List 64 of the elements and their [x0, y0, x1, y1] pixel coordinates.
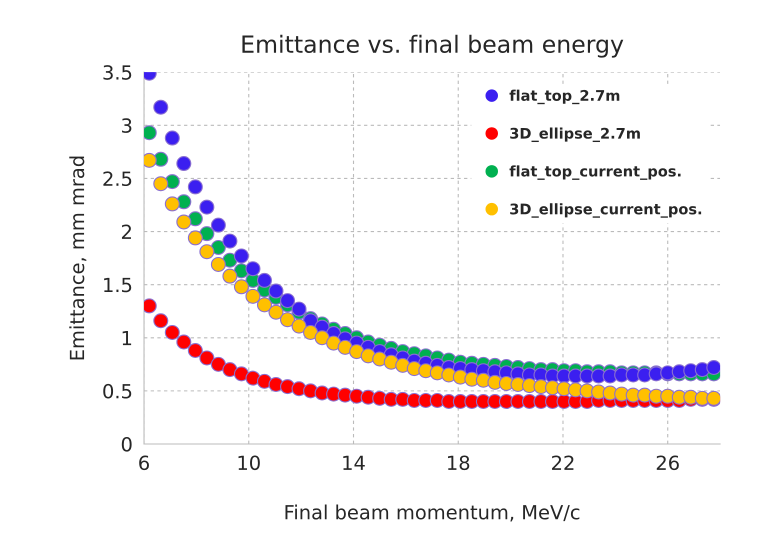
- point: [268, 284, 284, 299]
- point: [303, 324, 318, 340]
- point: [153, 100, 168, 115]
- point: [245, 288, 260, 304]
- point: [234, 248, 249, 264]
- point: [256, 272, 272, 288]
- y-tick-label: 0.5: [103, 384, 132, 399]
- point: [280, 312, 296, 328]
- point: [338, 340, 353, 355]
- point: [199, 244, 214, 260]
- point: [176, 334, 192, 350]
- point: [256, 297, 272, 312]
- legend-label: 3D_ellipse_current_pos.: [510, 203, 702, 218]
- point: [314, 330, 330, 346]
- x-tick-label: 22: [552, 455, 574, 470]
- x-tick-label: 10: [238, 455, 260, 470]
- point: [210, 218, 226, 233]
- x-tick-label: 18: [448, 455, 470, 470]
- point: [164, 324, 180, 340]
- chart-title: Emittance vs. final beam energy: [242, 34, 624, 58]
- point: [245, 370, 260, 386]
- y-tick-label: 2.5: [103, 171, 132, 186]
- x-tick-label: 14: [343, 456, 365, 470]
- point: [384, 354, 399, 370]
- y-tick-label: 3.5: [103, 65, 132, 80]
- point: [176, 156, 192, 172]
- y-tick-label: 1.5: [104, 278, 132, 292]
- point: [268, 304, 284, 320]
- point: [176, 214, 192, 230]
- point: [188, 343, 203, 358]
- x-tick-label: 6: [139, 455, 149, 470]
- y-tick-label: 3: [122, 118, 132, 133]
- x-tick-label: 26: [656, 455, 679, 470]
- point: [199, 200, 214, 215]
- y-tick-label: 2: [122, 224, 131, 239]
- x-axis-title: Final beam momentum, MeV/c: [286, 504, 580, 522]
- point: [153, 313, 168, 328]
- point: [222, 268, 238, 284]
- point: [280, 293, 296, 308]
- point: [222, 234, 238, 249]
- point: [164, 130, 180, 146]
- point: [153, 176, 168, 192]
- point: [706, 360, 720, 376]
- point: [210, 356, 226, 372]
- point: [349, 344, 364, 360]
- point: [326, 336, 342, 351]
- y-tick-label: 1: [122, 330, 132, 346]
- point: [245, 261, 260, 276]
- legend-label: flat_top_2.7m: [510, 90, 620, 104]
- point: [199, 350, 214, 366]
- point: [234, 366, 249, 382]
- point: [188, 179, 203, 194]
- point: [222, 362, 238, 378]
- point: [199, 226, 214, 242]
- point: [210, 256, 226, 272]
- point: [164, 196, 180, 212]
- point: [292, 318, 307, 334]
- legend-label: 3D_ellipse_2.7m: [510, 128, 640, 142]
- point: [234, 279, 249, 294]
- point: [292, 302, 307, 317]
- y-tick-label: 0: [122, 436, 132, 452]
- point: [188, 230, 203, 246]
- legend-label: flat_top_current_pos.: [510, 165, 681, 180]
- y-axis-title: Emittance, mm mrad: [69, 156, 86, 360]
